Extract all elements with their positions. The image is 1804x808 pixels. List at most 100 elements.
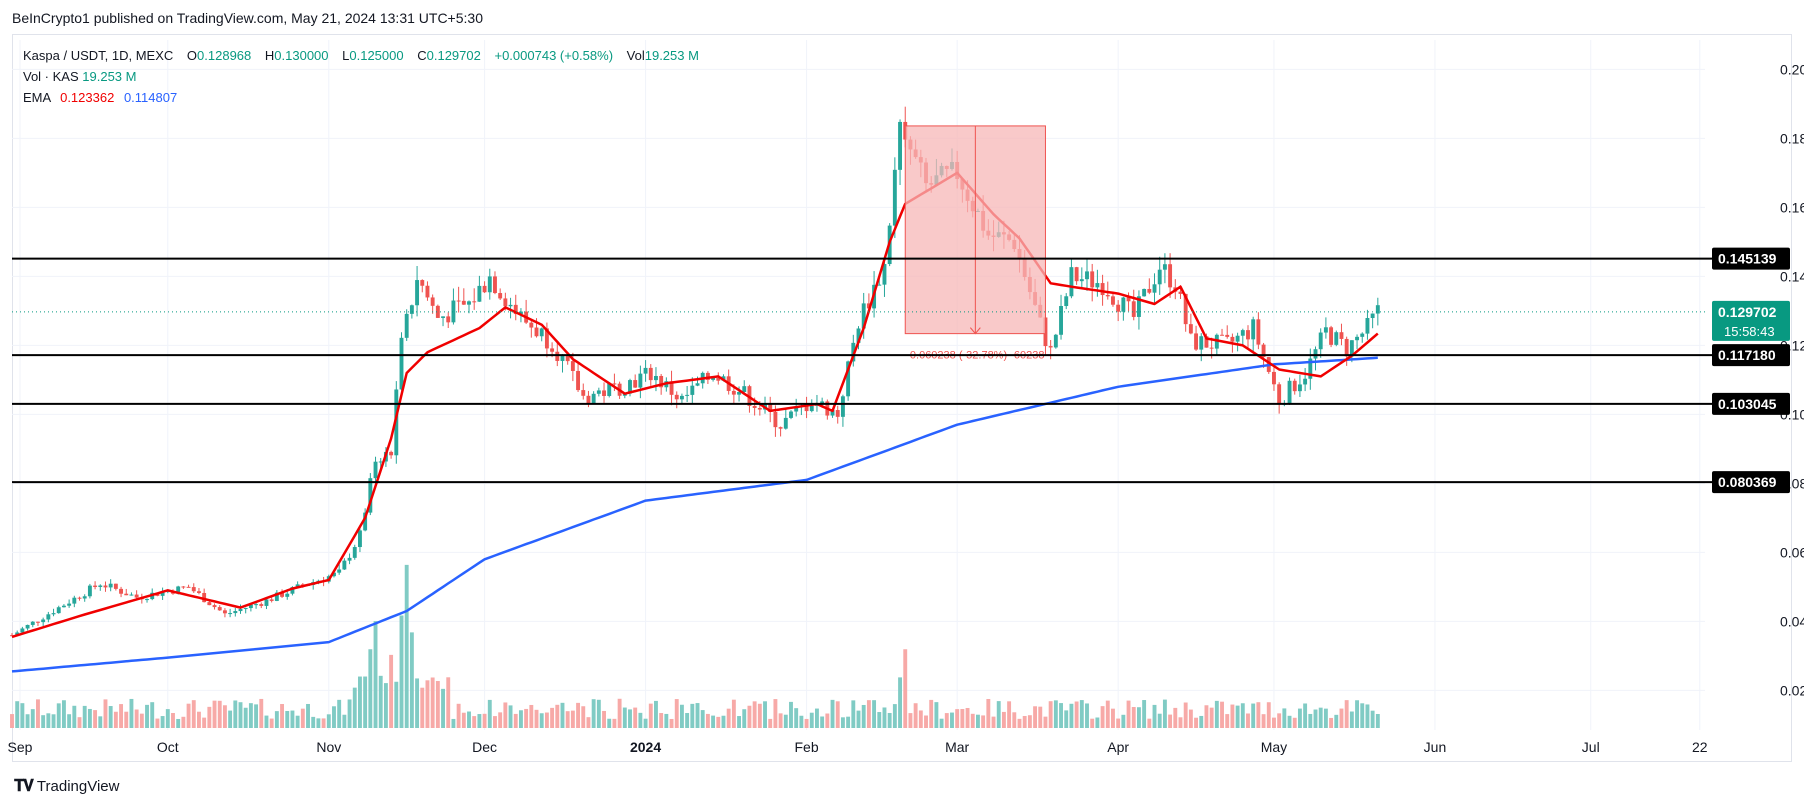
y-tick-label: 0.020000	[1780, 682, 1804, 698]
candle-body	[378, 461, 383, 463]
legend-volume-row[interactable]: Vol · KAS 19.253 M	[23, 66, 709, 87]
volume-bar	[534, 709, 539, 728]
candle-body	[342, 560, 347, 570]
ohlc-h-key: H	[264, 48, 275, 63]
volume-bar	[799, 715, 804, 728]
volume-bar	[1116, 718, 1121, 728]
volume-bar	[1303, 703, 1308, 728]
candle-body	[404, 313, 409, 338]
ohlc-o-value: 0.128968	[197, 48, 252, 63]
x-tick-label: Mar	[945, 739, 969, 755]
volume-bar	[518, 710, 523, 728]
candle-body	[1199, 336, 1204, 350]
candle-body	[56, 607, 61, 614]
volume-bar	[1095, 717, 1100, 728]
volume-bar	[986, 698, 991, 728]
ohlc-o-key: O	[186, 48, 198, 63]
candle-body	[866, 303, 871, 309]
volume-bar	[176, 718, 181, 728]
candle-body	[877, 284, 882, 286]
volume-bar	[918, 710, 923, 728]
volume-bar	[150, 702, 155, 728]
candle-body	[674, 394, 679, 400]
candle-body	[861, 303, 866, 329]
volume-bar	[705, 713, 710, 728]
candle-body	[207, 602, 212, 606]
candle-body	[695, 383, 700, 386]
tradingview-brand[interactable]: 𝐓𝐕 TradingView	[14, 776, 119, 796]
volume-bar	[1240, 703, 1245, 728]
volume-bar	[955, 709, 960, 728]
candle-body	[134, 594, 139, 598]
volume-bar	[316, 718, 321, 728]
volume-bar	[389, 654, 394, 728]
candle-body	[1344, 338, 1349, 357]
ohlc-l-value: 0.125000	[349, 48, 404, 63]
volume-bar	[233, 700, 238, 728]
symbol-title[interactable]: Kaspa / USDT, 1D, MEXC	[23, 48, 174, 63]
volume-bar	[207, 706, 212, 728]
volume-bar	[467, 711, 471, 728]
candle-body	[654, 375, 658, 381]
candle-body	[186, 586, 191, 588]
candle-body	[1069, 267, 1074, 297]
volume-bar	[783, 714, 788, 728]
volume-bar	[804, 718, 809, 728]
legend-symbol-row: Kaspa / USDT, 1D, MEXC O0.128968 H0.1300…	[23, 45, 709, 66]
candle-body	[1147, 288, 1152, 293]
volume-bar	[524, 708, 529, 728]
volume-bar	[487, 699, 492, 728]
volume-bar	[695, 703, 700, 728]
candle-body	[1079, 279, 1084, 282]
candle-body	[1136, 296, 1141, 317]
volume-bar	[342, 714, 347, 728]
volume-bar	[498, 712, 503, 728]
volume-bar	[815, 708, 819, 728]
volume-bar	[996, 701, 1001, 728]
candle-body	[560, 355, 565, 361]
ohlc-h-value: 0.130000	[274, 48, 329, 63]
candle-body	[119, 588, 124, 594]
volume-bar	[482, 713, 487, 728]
candle-body	[238, 608, 243, 612]
volume-bar	[882, 707, 887, 728]
candle-body	[508, 304, 513, 307]
volume-bar	[30, 709, 35, 728]
volume-bar	[913, 703, 918, 728]
y-tick-label: 0.200000	[1780, 61, 1804, 77]
volume-bar	[654, 700, 658, 728]
candle-body	[217, 607, 222, 611]
candle-body	[711, 377, 716, 380]
candle-body	[1272, 371, 1276, 385]
candle-body	[498, 293, 503, 299]
candle-body	[145, 599, 149, 601]
candle-body	[36, 621, 40, 623]
volume-bar	[970, 713, 975, 728]
volume-bar	[425, 680, 430, 728]
candle-body	[233, 611, 238, 614]
volume-bar	[254, 704, 259, 728]
candle-body	[103, 585, 108, 588]
candle-body	[1303, 378, 1308, 385]
volume-bar	[944, 713, 949, 728]
candle-body	[565, 355, 570, 362]
candle-body	[332, 572, 336, 577]
volume-bar	[1142, 700, 1147, 728]
volume-bar	[685, 713, 690, 728]
candle-body	[337, 569, 342, 573]
candle-body	[1095, 283, 1100, 288]
candle-body	[581, 390, 586, 396]
ohlc-vol-key: Vol	[626, 48, 645, 63]
volume-bar	[264, 715, 269, 728]
volume-bar	[238, 702, 243, 728]
volume-bar	[363, 676, 368, 728]
volume-bar	[622, 707, 627, 728]
measure-arrow-head	[969, 327, 981, 335]
candle-body	[1162, 264, 1167, 270]
candle-body	[248, 604, 253, 609]
legend-ema-row[interactable]: EMA 0.123362 0.114807	[23, 87, 709, 108]
volume-bar	[846, 716, 851, 728]
volume-bar	[1121, 714, 1126, 728]
candle-body	[1365, 318, 1370, 334]
